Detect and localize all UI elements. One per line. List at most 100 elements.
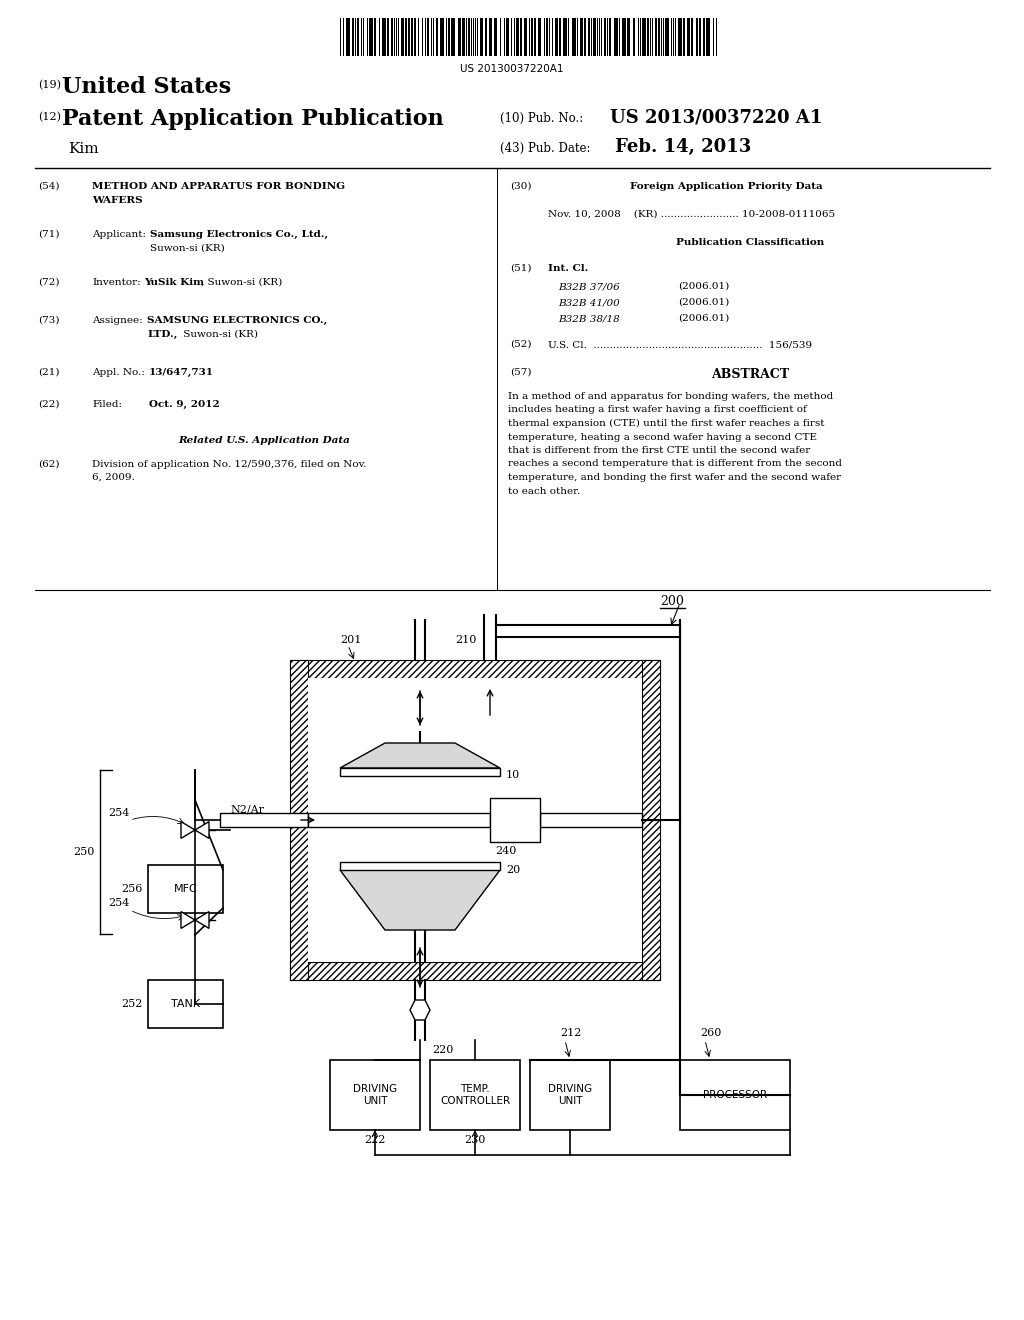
Bar (374, 18, 376, 55)
Bar (308, 813, 490, 828)
Text: United States: United States (62, 77, 231, 98)
Bar (680, 1060, 790, 1130)
Bar (622, 18, 626, 55)
Polygon shape (340, 743, 500, 768)
Polygon shape (181, 821, 195, 838)
Text: Suwon-si (KR): Suwon-si (KR) (180, 330, 258, 339)
Bar (530, 1060, 610, 1130)
Bar (290, 962, 660, 979)
Text: METHOD AND APPARATUS FOR BONDING: METHOD AND APPARATUS FOR BONDING (92, 182, 345, 191)
Bar (357, 18, 359, 55)
Bar (401, 18, 404, 55)
Text: (54): (54) (38, 182, 59, 191)
Text: 254: 254 (109, 808, 130, 818)
Bar (678, 18, 682, 55)
Text: Feb. 14, 2013: Feb. 14, 2013 (615, 139, 752, 156)
Text: MFC: MFC (174, 884, 198, 894)
Text: (2006.01): (2006.01) (678, 282, 729, 290)
Bar (468, 18, 470, 55)
Bar (220, 813, 308, 828)
Text: 240: 240 (495, 846, 516, 855)
Text: includes heating a first wafer having a first coefficient of: includes heating a first wafer having a … (508, 405, 807, 414)
Bar (642, 660, 660, 979)
Text: Applicant:: Applicant: (92, 230, 146, 239)
Bar (330, 1060, 420, 1130)
Bar (451, 18, 455, 55)
Bar (427, 18, 429, 55)
Text: (62): (62) (38, 459, 59, 469)
Bar (290, 660, 660, 678)
Text: Division of application No. 12/590,376, filed on Nov.
6, 2009.: Division of application No. 12/590,376, … (92, 459, 367, 482)
Text: 230: 230 (464, 1135, 485, 1144)
Bar (655, 18, 657, 55)
Text: (2006.01): (2006.01) (678, 314, 729, 323)
Text: Assignee:: Assignee: (92, 315, 142, 325)
Text: that is different from the first CTE until the second wafer: that is different from the first CTE unt… (508, 446, 810, 455)
Bar (699, 18, 701, 55)
Text: U.S. Cl.  ....................................................  156/539: U.S. Cl. ...............................… (548, 341, 812, 348)
Bar (346, 18, 350, 55)
Bar (572, 18, 575, 55)
Text: 254: 254 (109, 898, 130, 908)
Text: B32B 37/06: B32B 37/06 (558, 282, 620, 290)
Text: 210: 210 (455, 635, 476, 645)
Text: (30): (30) (510, 182, 531, 191)
Text: 212: 212 (560, 1028, 582, 1038)
Text: 252: 252 (122, 999, 143, 1008)
Polygon shape (340, 870, 500, 931)
Text: (21): (21) (38, 368, 59, 378)
Polygon shape (195, 821, 209, 838)
Text: Nov. 10, 2008    (KR) ........................ 10-2008-0111065: Nov. 10, 2008 (KR) .....................… (548, 210, 836, 219)
Bar (580, 18, 583, 55)
Polygon shape (340, 862, 500, 870)
Bar (148, 865, 223, 913)
Text: temperature, heating a second wafer having a second CTE: temperature, heating a second wafer havi… (508, 433, 817, 441)
Text: (52): (52) (510, 341, 531, 348)
Bar (414, 18, 416, 55)
Bar (382, 18, 386, 55)
Bar (687, 18, 690, 55)
Bar (706, 18, 710, 55)
Text: 10: 10 (506, 770, 520, 780)
Bar (462, 18, 465, 55)
Bar (449, 18, 450, 55)
Text: Int. Cl.: Int. Cl. (548, 264, 589, 273)
Bar (480, 18, 483, 55)
Text: B32B 38/18: B32B 38/18 (558, 314, 620, 323)
Text: (51): (51) (510, 264, 531, 273)
Text: 20: 20 (506, 865, 520, 875)
Text: , Suwon-si (KR): , Suwon-si (KR) (201, 279, 283, 286)
Bar (665, 18, 669, 55)
Bar (506, 18, 509, 55)
Text: to each other.: to each other. (508, 487, 581, 495)
Text: 250: 250 (74, 847, 95, 857)
Bar (540, 813, 642, 828)
Bar (538, 18, 541, 55)
Text: (22): (22) (38, 400, 59, 409)
Text: Oct. 9, 2012: Oct. 9, 2012 (150, 400, 220, 409)
Text: DRIVING
UNIT: DRIVING UNIT (353, 1084, 397, 1106)
Text: (12): (12) (38, 112, 61, 123)
Bar (391, 18, 393, 55)
Text: TANK: TANK (171, 999, 200, 1008)
Bar (485, 18, 487, 55)
Text: N2/Ar: N2/Ar (230, 804, 264, 814)
Bar (520, 18, 522, 55)
Text: B32B 41/00: B32B 41/00 (558, 298, 620, 308)
Text: (57): (57) (510, 368, 531, 378)
Text: Foreign Application Priority Data: Foreign Application Priority Data (630, 182, 822, 191)
Bar (609, 18, 611, 55)
Text: Inventor:: Inventor: (92, 279, 140, 286)
Text: YuSik Kim: YuSik Kim (144, 279, 204, 286)
Text: Samsung Electronics Co., Ltd.,: Samsung Electronics Co., Ltd., (150, 230, 328, 239)
Polygon shape (195, 912, 209, 928)
Text: (72): (72) (38, 279, 59, 286)
Text: (73): (73) (38, 315, 59, 325)
Text: 260: 260 (700, 1028, 721, 1038)
Polygon shape (340, 768, 500, 776)
Bar (703, 18, 705, 55)
Bar (369, 18, 373, 55)
Text: PROCESSOR: PROCESSOR (702, 1090, 767, 1100)
Text: thermal expansion (CTE) until the first wafer reaches a first: thermal expansion (CTE) until the first … (508, 418, 824, 428)
Text: (43) Pub. Date:: (43) Pub. Date: (500, 143, 591, 154)
